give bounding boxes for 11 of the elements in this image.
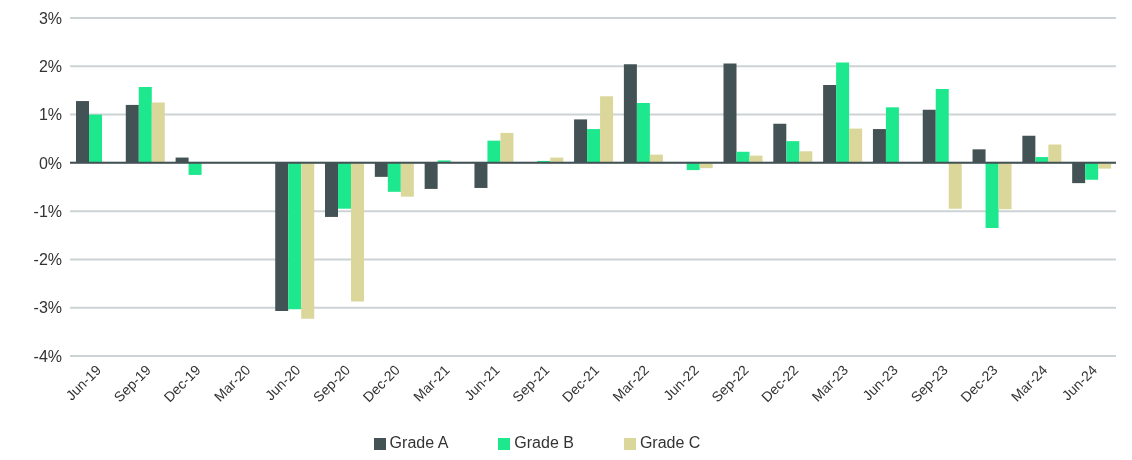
y-tick-label: -1% [33, 202, 62, 220]
legend-label: Grade C [639, 434, 701, 451]
y-tick-label: 1% [38, 106, 62, 124]
y-tick-label: 0% [38, 154, 62, 172]
y-tick-label: 3% [38, 9, 62, 27]
y-tick-label: -4% [33, 347, 62, 365]
y-tick-label: -3% [33, 299, 62, 317]
legend-label: Grade A [389, 434, 449, 451]
legend-label: Grade B [514, 434, 574, 451]
y-tick-label: -2% [33, 251, 62, 269]
y-tick-label: 2% [38, 57, 62, 75]
